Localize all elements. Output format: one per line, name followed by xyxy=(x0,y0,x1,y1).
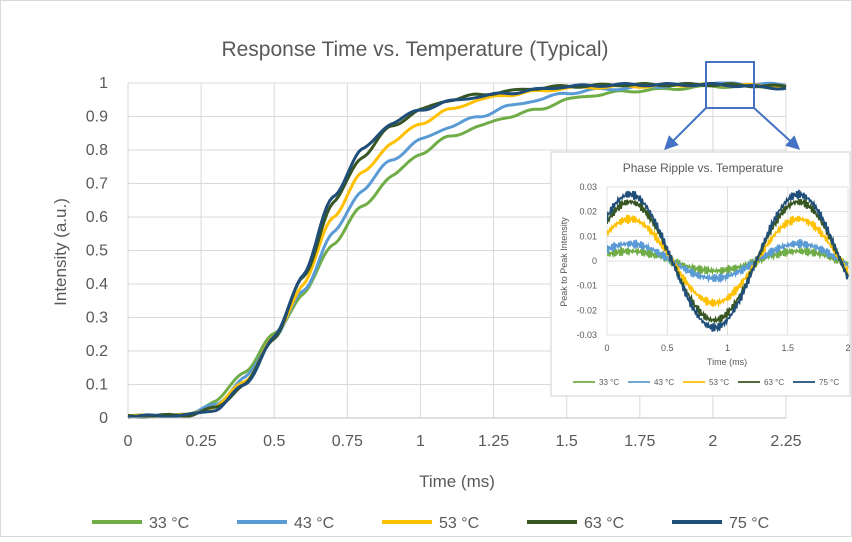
inset-legend-label: 33 °C xyxy=(599,378,619,387)
y-tick-label: 0.2 xyxy=(86,343,108,360)
inset-series-line-75c xyxy=(607,189,849,333)
inset-y-axis-label: Peak to Peak Intensity xyxy=(559,217,569,307)
legend-label: 33 °C xyxy=(149,515,189,532)
y-tick-label: 0.4 xyxy=(86,276,108,293)
inset-series-line-63c xyxy=(607,197,849,325)
legend-label: 63 °C xyxy=(584,515,624,532)
inset-legend-label: 43 °C xyxy=(654,378,674,387)
x-tick-label: 0 xyxy=(124,433,133,450)
main-series-group xyxy=(127,81,787,419)
y-tick-label: 0.3 xyxy=(86,310,108,327)
x-tick-label: 2.25 xyxy=(770,433,801,450)
legend-label: 75 °C xyxy=(729,515,769,532)
y-tick-label: 0.9 xyxy=(86,109,108,126)
inset-y-tick-label: -0.01 xyxy=(576,281,597,291)
legend-label: 43 °C xyxy=(294,515,334,532)
y-tick-label: 1 xyxy=(99,75,108,92)
x-tick-label: 1.75 xyxy=(624,433,655,450)
inset-series-group xyxy=(607,189,849,333)
y-tick-label: 0.8 xyxy=(86,142,108,159)
inset-x-tick-label: 1.5 xyxy=(781,343,794,353)
main-legend: 33 °C 43 °C 53 °C 63 °C 75 °C xyxy=(92,515,769,532)
y-tick-label: 0.7 xyxy=(86,176,108,193)
inset-x-tick-label: 2 xyxy=(845,343,850,353)
inset-x-tick-label: 1 xyxy=(725,343,730,353)
x-tick-label: 2 xyxy=(708,433,717,450)
x-tick-label: 1 xyxy=(416,433,425,450)
x-tick-label: 0.25 xyxy=(186,433,217,450)
series-line-75c xyxy=(127,82,787,419)
x-tick-label: 1.25 xyxy=(478,433,509,450)
inset-y-tick-label: -0.03 xyxy=(576,330,597,340)
callout-arrow-right xyxy=(753,107,801,150)
inset-legend-label: 53 °C xyxy=(709,378,729,387)
chart-title: Response Time vs. Temperature (Typical) xyxy=(221,38,608,61)
inset-x-tick-label: 0.5 xyxy=(661,343,674,353)
inset-y-tick-label: 0.01 xyxy=(579,231,597,241)
inset-y-tick-label: 0.03 xyxy=(579,182,597,192)
inset-series-line-43c xyxy=(607,238,849,284)
series-line-33c xyxy=(127,83,787,419)
y-tick-label: 0 xyxy=(99,410,108,427)
inset-x-tick-label: 0 xyxy=(604,343,609,353)
inset-legend-label: 75 °C xyxy=(819,378,839,387)
inset-y-tick-label: 0 xyxy=(592,256,597,266)
x-axis-label: Time (ms) xyxy=(419,472,495,491)
y-tick-label: 0.6 xyxy=(86,209,108,226)
inset-legend-label: 63 °C xyxy=(764,378,784,387)
inset-x-axis-label: Time (ms) xyxy=(707,357,747,367)
legend-label: 53 °C xyxy=(439,515,479,532)
zoom-callout xyxy=(664,61,801,150)
y-axis-label: Intensity (a.u.) xyxy=(51,198,70,306)
x-tick-label: 1.5 xyxy=(556,433,578,450)
inset-y-tick-label: -0.02 xyxy=(576,305,597,315)
inset-y-tick-label: 0.02 xyxy=(579,207,597,217)
phase-ripple-inset: Phase Ripple vs. Temperature 0 0.5 1 1.5 2 -0.… xyxy=(550,151,851,397)
inset-title: Phase Ripple vs. Temperature xyxy=(623,161,784,175)
x-tick-label: 0.5 xyxy=(263,433,285,450)
y-tick-label: 0.5 xyxy=(86,243,108,260)
callout-arrow-left xyxy=(664,107,707,150)
main-axes: 0 0.25 0.5 0.75 1 1.25 1.5 1.75 2 2.25 0 0.1 0.2 0.3 0… xyxy=(86,75,802,450)
x-tick-label: 0.75 xyxy=(332,433,363,450)
inset-series-line-33c xyxy=(607,246,849,277)
inset-series-line-53c xyxy=(607,214,849,308)
zoom-region-box xyxy=(705,61,755,109)
y-tick-label: 0.1 xyxy=(86,377,108,394)
